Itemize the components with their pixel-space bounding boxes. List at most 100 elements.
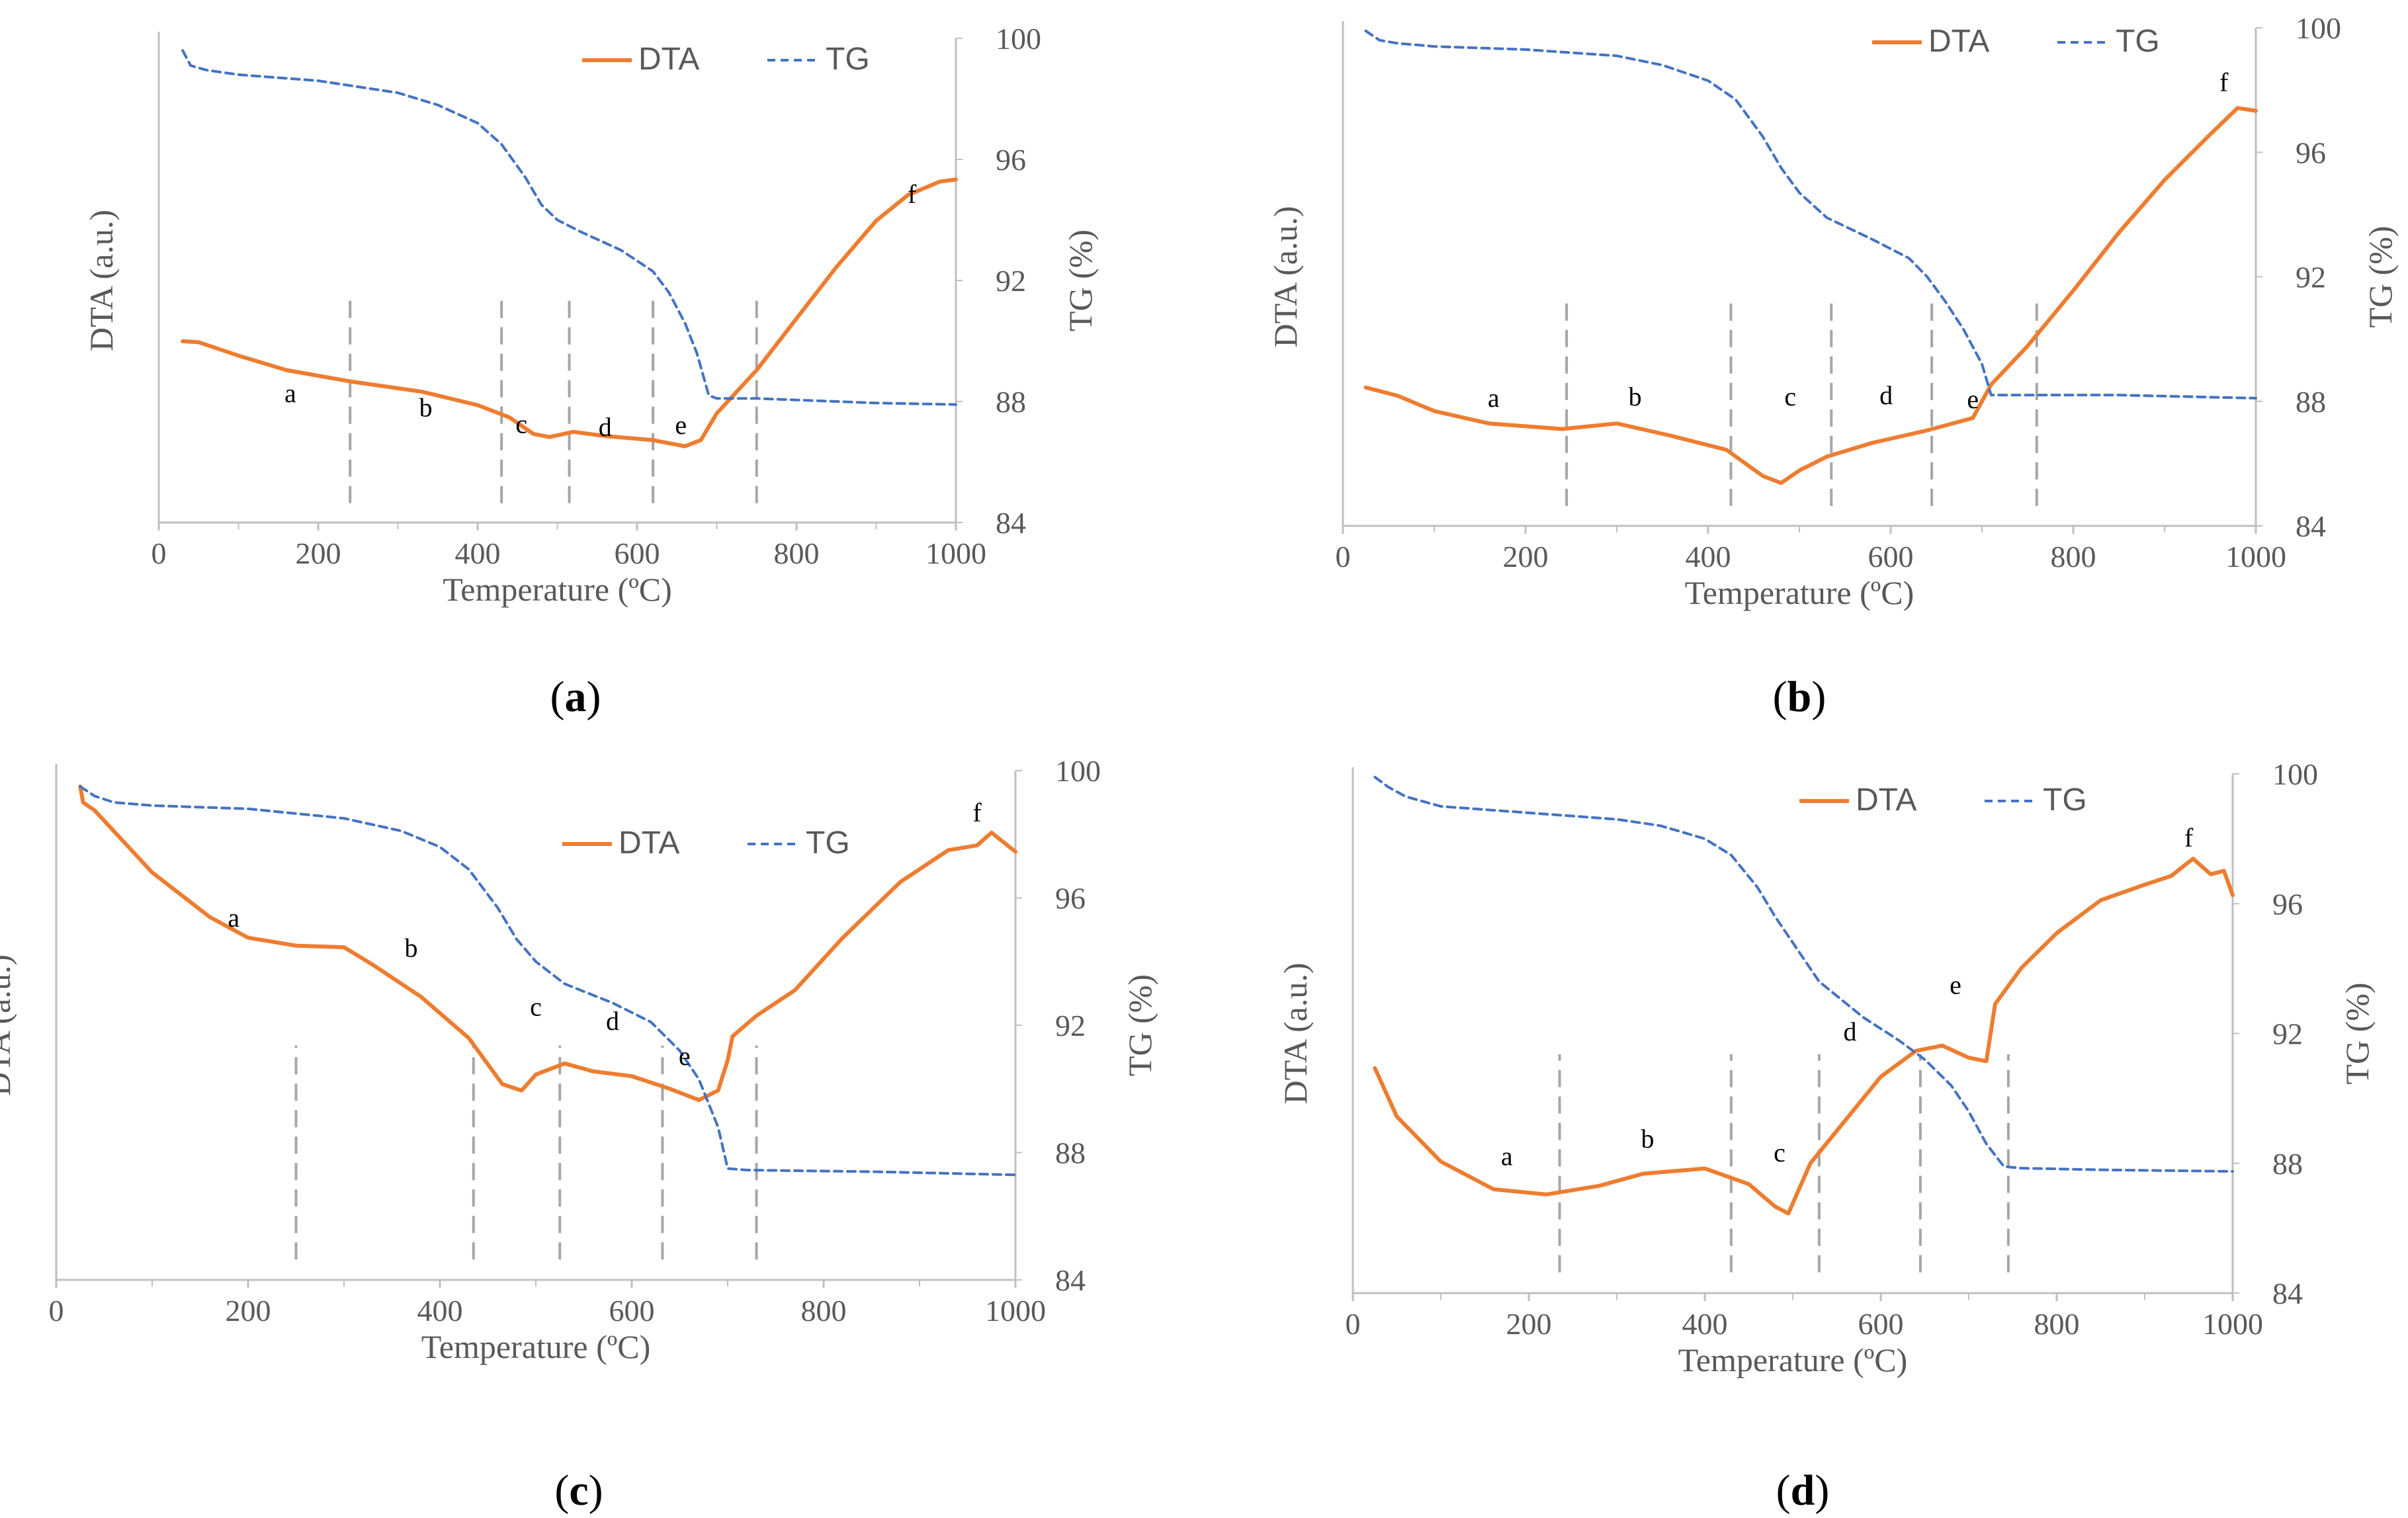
caption-open-paren: (: [550, 673, 565, 721]
y-left-axis-title: DTA (a.u.): [83, 210, 120, 351]
y-right-tick-label: 96: [996, 143, 1026, 177]
x-tick-label: 0: [1336, 540, 1351, 573]
x-tick-label: 800: [2051, 540, 2096, 573]
region-label: c: [1774, 1138, 1785, 1167]
legend: DTA TG: [562, 825, 850, 861]
caption-letter: b: [1787, 673, 1812, 721]
x-tick-label: 0: [49, 1294, 64, 1328]
dta-series-line: [181, 177, 958, 448]
caption-open-paren: (: [1776, 1466, 1791, 1515]
x-axis-title: Temperature (ºC): [1685, 574, 1914, 611]
x-tick-label: 200: [226, 1294, 271, 1328]
region-label: c: [530, 992, 542, 1022]
x-axis-title: Temperature (ºC): [1678, 1341, 1908, 1378]
x-tick-label: 200: [1503, 540, 1549, 573]
chart-panel-c: 0 200 400 600 800 1000 84 88 92 96 100 Temperature …: [0, 754, 1158, 1515]
y-right-tick-label: 92: [1055, 1009, 1086, 1042]
x-tick-label: 0: [151, 536, 167, 570]
x-tick-label: 1000: [985, 1294, 1046, 1328]
y-right-tick-label: 100: [996, 22, 1041, 56]
caption-close-paren: ): [587, 673, 601, 721]
y-right-tick-label: 100: [2272, 757, 2318, 791]
dta-series-line: [1373, 857, 2235, 1216]
dta-series-line: [78, 784, 1017, 1103]
legend: DTA TG: [1799, 782, 2087, 818]
y-right-tick-label: 96: [2296, 136, 2326, 169]
x-tick-label: 1000: [2225, 540, 2286, 573]
y-right-tick-label: 84: [2272, 1277, 2303, 1310]
caption-close-paren: ): [589, 1466, 603, 1515]
x-tick-label: 400: [455, 536, 501, 570]
legend-tg-label: TG: [2043, 782, 2087, 818]
caption-close-paren: ): [1811, 673, 1826, 721]
region-label: b: [1629, 382, 1642, 411]
x-tick-label: 600: [1868, 540, 1914, 573]
x-tick-label: 600: [609, 1294, 655, 1328]
region-label: a: [1501, 1141, 1513, 1171]
dta-series-line: [1363, 106, 2258, 485]
y-right-tick-label: 84: [2296, 509, 2326, 543]
x-tick-label: 800: [2034, 1307, 2080, 1341]
panel-caption: (b): [1773, 673, 1827, 721]
caption-open-paren: (: [1773, 673, 1787, 721]
region-label: b: [419, 393, 433, 423]
tg-series-line: [1364, 29, 2257, 400]
y-right-axis-title: TG (%): [2362, 226, 2399, 327]
region-label: d: [606, 1006, 619, 1036]
region-label: f: [2219, 67, 2229, 97]
y-right-tick-label: 96: [2272, 887, 2303, 921]
region-label: f: [972, 798, 982, 827]
y-right-tick-label: 84: [996, 506, 1026, 540]
region-label: a: [228, 903, 239, 933]
x-tick-label: 600: [615, 536, 660, 570]
legend-dta-label: DTA: [619, 825, 679, 861]
region-label: a: [1488, 383, 1500, 413]
region-label: b: [405, 933, 418, 963]
y-right-tick-label: 88: [2272, 1147, 2303, 1181]
x-axis-title: Temperature (ºC): [443, 571, 672, 608]
legend: DTA TG: [582, 42, 870, 77]
region-label: d: [599, 412, 612, 442]
y-left-axis-title: DTA (a.u.): [1277, 963, 1314, 1105]
tg-series-line: [181, 49, 957, 406]
region-label: c: [515, 409, 527, 439]
tg-series-line: [79, 785, 1017, 1177]
x-tick-label: 0: [1346, 1307, 1361, 1341]
y-left-axis-title: DTA (a.u.): [0, 954, 17, 1096]
chart-panel-d: 0 200 400 600 800 1000 84 88 92 96 100 Temperature …: [1277, 757, 2376, 1515]
panel-caption: (c): [554, 1466, 603, 1515]
y-right-tick-label: 88: [1055, 1136, 1086, 1170]
panel-caption: (a): [550, 673, 601, 721]
chart-panel-a: 0 200 400 600 800 1000 84 88 92 96 100 Temperature …: [83, 22, 1099, 721]
caption-letter: d: [1791, 1466, 1815, 1515]
y-right-tick-label: 92: [996, 264, 1026, 298]
region-label: a: [284, 378, 296, 408]
x-tick-label: 800: [774, 536, 820, 570]
y-right-tick-label: 84: [1055, 1263, 1086, 1297]
region-label: c: [1784, 382, 1796, 411]
region-label: d: [1879, 380, 1893, 410]
legend-tg-label: TG: [2116, 24, 2160, 59]
region-label: b: [1641, 1124, 1655, 1154]
x-tick-label: 200: [296, 536, 341, 570]
caption-close-paren: ): [1815, 1466, 1829, 1515]
region-label: e: [679, 1041, 691, 1071]
chart-panel-b: 0 200 400 600 800 1000 84 88 92 96 100 Temperature …: [1267, 11, 2399, 721]
x-tick-label: 1000: [2202, 1307, 2263, 1341]
x-tick-label: 400: [1686, 540, 1731, 573]
x-axis-title: Temperature (ºC): [421, 1328, 651, 1365]
panel-caption: (d): [1776, 1466, 1830, 1515]
y-right-tick-label: 92: [2296, 261, 2326, 294]
x-tick-label: 200: [1506, 1307, 1552, 1341]
caption-letter: c: [569, 1466, 588, 1515]
y-right-tick-label: 88: [2296, 385, 2326, 419]
legend-dta-label: DTA: [638, 42, 699, 77]
y-right-tick-label: 100: [2296, 11, 2341, 45]
tg-series-line: [1373, 775, 2234, 1173]
region-label: e: [1950, 970, 1961, 999]
caption-open-paren: (: [554, 1466, 569, 1515]
x-tick-label: 400: [1682, 1307, 1728, 1341]
y-right-axis-title: TG (%): [1062, 230, 1099, 331]
region-label: f: [908, 179, 917, 209]
